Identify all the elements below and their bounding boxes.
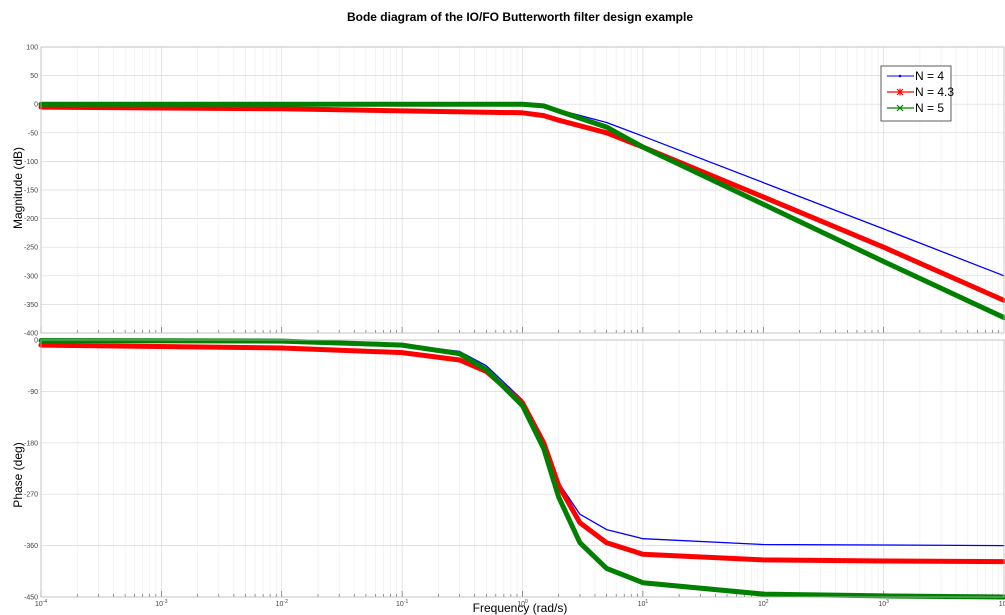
phase-y-tick-label: 0 (34, 338, 38, 345)
magnitude-y-tick-label: -50 (28, 130, 38, 137)
magnitude-y-tick-label: -300 (24, 273, 38, 280)
legend: N = 4 N = 4.3 N = 5 (880, 65, 954, 122)
magnitude-y-tick-label: -150 (24, 188, 38, 195)
magnitude-y-tick-label: -100 (24, 159, 38, 166)
figure-title: Bode diagram of the IO/FO Butterworth fi… (347, 10, 693, 24)
phase-series-line-2 (38, 338, 1005, 600)
x-tick-label: 101 (638, 599, 649, 608)
legend-marker-x (896, 104, 904, 112)
phase-y-axis-label: Phase (deg) (11, 442, 25, 507)
legend-marker-star (896, 88, 904, 96)
x-axis-label: Frequency (rad/s) (473, 601, 568, 615)
magnitude-y-tick-label: 0 (34, 102, 38, 109)
x-tick-label: 10-2 (276, 599, 288, 608)
magnitude-y-tick-label: 100 (26, 45, 38, 52)
legend-box (880, 65, 952, 122)
phase-y-tick-label: -360 (24, 543, 38, 550)
phase-y-tick-label: -270 (24, 492, 38, 499)
x-tick-label: 104 (999, 599, 1005, 608)
x-tick-label: 100 (517, 599, 528, 608)
legend-entry-label: N = 4.3 (915, 85, 954, 99)
legend-entry-label: N = 5 (915, 101, 944, 115)
magnitude-y-tick-label: -250 (24, 245, 38, 252)
magnitude-panel: 100 50 0 -50 -100 -150 -200 -250 -300 -350 -400 (24, 45, 1005, 338)
x-tick-label: 10-1 (396, 599, 408, 608)
magnitude-y-tick-label: -350 (24, 302, 38, 309)
magnitude-grid (40, 46, 1004, 334)
phase-y-tick-label: -450 (24, 595, 38, 602)
x-tick-label: 10-3 (155, 599, 167, 608)
x-tick-label: 102 (758, 599, 769, 608)
legend-marker-dot (898, 74, 902, 78)
magnitude-y-axis-label: Magnitude (dB) (11, 147, 25, 229)
phase-series-line-1 (38, 342, 1005, 565)
x-tick-label: 10-4 (35, 599, 47, 608)
magnitude-series-line-1 (38, 104, 1005, 303)
magnitude-y-tick-label: 50 (30, 73, 38, 80)
x-tick-label: 103 (878, 599, 889, 608)
legend-entry-label: N = 4 (915, 69, 944, 83)
phase-axes-box (40, 339, 1005, 598)
magnitude-series-line-2 (38, 101, 1005, 321)
magnitude-axes-box (40, 46, 1005, 334)
magnitude-y-tick-label: -200 (24, 216, 38, 223)
magnitude-y-tick-label: -400 (24, 331, 38, 338)
phase-y-tick-label: -180 (24, 440, 38, 447)
phase-y-tick-label: -90 (28, 389, 38, 396)
